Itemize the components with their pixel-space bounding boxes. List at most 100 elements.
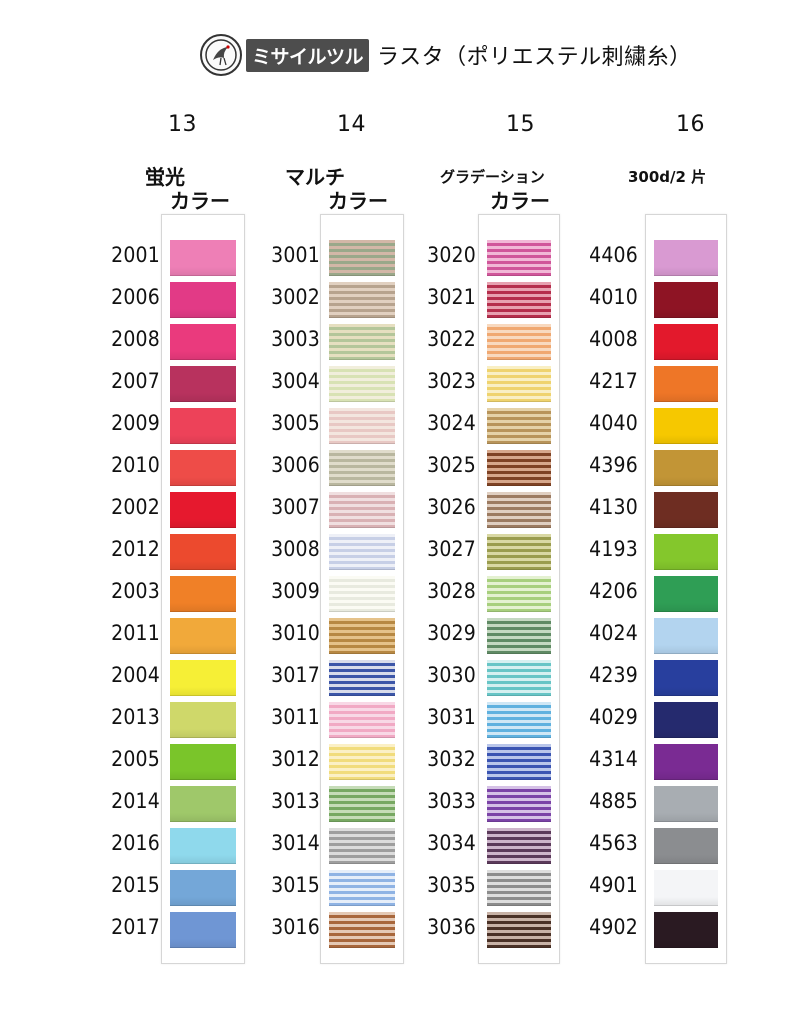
thread-swatch — [654, 534, 718, 570]
thread-swatch — [170, 240, 236, 276]
thread-swatch — [487, 912, 551, 948]
catalog-header: ミサイルツル ラスタ（ポリエステル刺繍糸） — [200, 32, 692, 78]
thread-swatch — [329, 912, 395, 948]
thread-code: 3013 — [271, 789, 320, 813]
thread-swatch — [329, 534, 395, 570]
thread-card — [478, 214, 560, 964]
thread-swatch — [170, 408, 236, 444]
thread-code: 3016 — [271, 915, 320, 939]
thread-swatch — [170, 324, 236, 360]
thread-swatch — [487, 702, 551, 738]
thread-swatch — [487, 618, 551, 654]
thread-swatch — [329, 282, 395, 318]
thread-code: 3024 — [427, 411, 476, 435]
thread-swatch — [170, 912, 236, 948]
thread-swatch — [329, 240, 395, 276]
thread-code: 3007 — [271, 495, 320, 519]
thread-swatch — [170, 660, 236, 696]
thread-code: 3031 — [427, 705, 476, 729]
thread-swatch — [329, 408, 395, 444]
thread-code: 3027 — [427, 537, 476, 561]
thread-swatch — [329, 786, 395, 822]
thread-code: 2014 — [111, 789, 160, 813]
thread-swatch — [170, 492, 236, 528]
thread-code: 2015 — [111, 873, 160, 897]
thread-swatch — [329, 744, 395, 780]
column-number: 13 — [168, 112, 197, 137]
thread-code: 3023 — [427, 369, 476, 393]
thread-code: 3035 — [427, 873, 476, 897]
thread-swatch — [170, 618, 236, 654]
thread-code: 3015 — [271, 873, 320, 897]
thread-swatch — [487, 408, 551, 444]
thread-code: 2004 — [111, 663, 160, 687]
thread-swatch — [654, 282, 718, 318]
thread-code: 3011 — [271, 705, 320, 729]
thread-code: 2002 — [111, 495, 160, 519]
thread-swatch — [170, 828, 236, 864]
column-number: 14 — [337, 112, 366, 137]
thread-code: 2003 — [111, 579, 160, 603]
thread-swatch — [487, 534, 551, 570]
column-label: 蛍光 — [145, 165, 185, 189]
thread-code: 2012 — [111, 537, 160, 561]
thread-code: 3036 — [427, 915, 476, 939]
thread-code: 3022 — [427, 327, 476, 351]
thread-swatch — [487, 660, 551, 696]
thread-swatch — [170, 744, 236, 780]
thread-code: 3025 — [427, 453, 476, 477]
thread-swatch — [487, 786, 551, 822]
thread-swatch — [654, 324, 718, 360]
column-label: グラデーション — [440, 168, 545, 186]
thread-swatch — [654, 492, 718, 528]
thread-code: 4130 — [589, 495, 638, 519]
thread-code: 2001 — [111, 243, 160, 267]
thread-swatch — [329, 492, 395, 528]
thread-swatch — [329, 324, 395, 360]
thread-code: 4206 — [589, 579, 638, 603]
thread-swatch — [487, 744, 551, 780]
thread-swatch — [487, 870, 551, 906]
column-number: 15 — [506, 112, 535, 137]
thread-code: 4396 — [589, 453, 638, 477]
thread-code: 4563 — [589, 831, 638, 855]
thread-code: 3021 — [427, 285, 476, 309]
thread-code: 2005 — [111, 747, 160, 771]
thread-swatch — [170, 450, 236, 486]
thread-code: 3026 — [427, 495, 476, 519]
thread-swatch — [654, 828, 718, 864]
thread-swatch — [329, 450, 395, 486]
thread-code: 3028 — [427, 579, 476, 603]
thread-code: 3030 — [427, 663, 476, 687]
thread-code: 3003 — [271, 327, 320, 351]
thread-code: 3005 — [271, 411, 320, 435]
thread-code: 4040 — [589, 411, 638, 435]
thread-code: 2010 — [111, 453, 160, 477]
thread-code: 4902 — [589, 915, 638, 939]
thread-code: 3008 — [271, 537, 320, 561]
thread-code: 2017 — [111, 915, 160, 939]
thread-swatch — [170, 282, 236, 318]
thread-swatch — [329, 660, 395, 696]
thread-code: 4193 — [589, 537, 638, 561]
thread-swatch — [170, 786, 236, 822]
thread-code: 3032 — [427, 747, 476, 771]
thread-swatch — [654, 786, 718, 822]
thread-swatch — [654, 912, 718, 948]
thread-swatch — [487, 282, 551, 318]
thread-swatch — [654, 366, 718, 402]
thread-code: 4008 — [589, 327, 638, 351]
thread-code: 3034 — [427, 831, 476, 855]
thread-swatch — [487, 492, 551, 528]
thread-code: 2007 — [111, 369, 160, 393]
thread-card — [161, 214, 245, 964]
thread-code: 2011 — [111, 621, 160, 645]
thread-code: 3020 — [427, 243, 476, 267]
thread-swatch — [170, 870, 236, 906]
thread-code: 3002 — [271, 285, 320, 309]
thread-swatch — [329, 702, 395, 738]
thread-swatch — [487, 240, 551, 276]
column-number: 16 — [676, 112, 705, 137]
thread-code: 3001 — [271, 243, 320, 267]
column-label: カラー — [490, 189, 550, 213]
